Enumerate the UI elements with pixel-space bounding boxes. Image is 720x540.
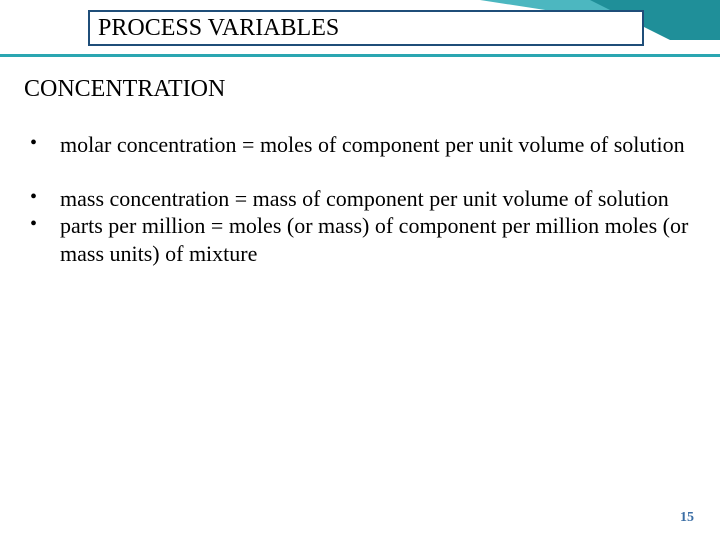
slide: PROCESS VARIABLES CONCENTRATION molar co… [0,0,720,540]
list-item: molar concentration = moles of component… [24,131,690,159]
list-item: parts per million = moles (or mass) of c… [24,212,690,267]
bullet-list: molar concentration = moles of component… [24,131,690,267]
subheading: CONCENTRATION [24,76,690,103]
slide-title-box: PROCESS VARIABLES [88,10,644,46]
deco-stripe-1 [520,0,720,6]
page-number: 15 [680,510,694,526]
slide-title: PROCESS VARIABLES [98,15,339,42]
accent-underline [0,54,720,57]
content-area: CONCENTRATION molar concentration = mole… [24,76,690,293]
list-item: mass concentration = mass of component p… [24,185,690,213]
